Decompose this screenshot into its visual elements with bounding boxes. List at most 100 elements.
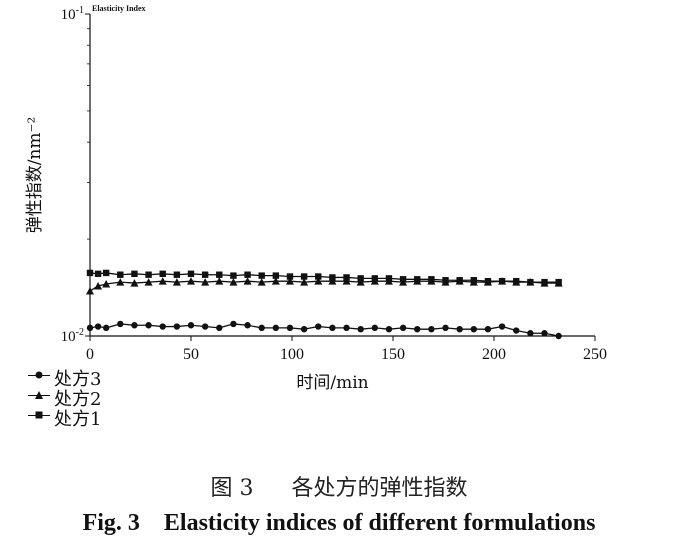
data-point [271,277,280,285]
y-axis-label: 弹性指数/nm⁻² [25,117,45,234]
legend-item-formulation-1: 处方1 [22,406,162,430]
data-point [328,277,337,285]
chart-title: Elasticity Index [92,4,146,13]
data-point [414,276,421,283]
data-point [201,271,209,278]
data-point [173,271,181,278]
data-point [385,325,393,333]
data-point [470,325,477,333]
data-point [230,272,237,279]
x-axis-label: 时间/min [296,373,368,393]
data-point [94,323,102,330]
data-point [244,322,251,329]
data-point [201,323,209,330]
legend-label: 处方2 [54,389,102,410]
data-point [145,271,152,278]
data-point [272,324,280,332]
data-point [555,332,562,340]
data-point [357,325,364,333]
x-tick-label: 100 [280,346,304,363]
data-point [285,277,294,285]
data-point [300,325,308,333]
figure-caption-en: Fig. 3 Elasticity indices of different f… [82,510,596,536]
data-point [187,277,195,285]
data-point [116,278,125,286]
data-point [145,322,152,329]
x-tick-label: 50 [183,346,199,363]
data-point [130,279,139,287]
data-point [230,320,237,328]
data-point [159,270,166,278]
data-point [159,323,166,330]
data-point [216,271,223,278]
data-point [357,275,364,282]
data-point [498,277,506,285]
data-point [215,277,224,285]
data-point [356,278,365,286]
data-point [527,278,534,286]
data-point [117,320,124,328]
data-point [314,277,323,285]
data-point [300,278,309,286]
data-point [456,325,463,333]
x-tick-label: 0 [86,346,94,363]
data-point [300,273,308,280]
data-point [442,277,449,284]
data-point [315,273,322,280]
caption-text-cn: 各处方的弹性指数 [291,476,468,501]
data-point [456,277,463,284]
data-point [243,277,252,285]
data-point [187,270,195,278]
legend: 处方3 处方2 处方1 [22,366,162,430]
data-point [329,274,336,281]
data-point [94,270,102,278]
y-tick-label: 10-2 [61,327,84,345]
data-point [555,278,562,286]
data-point [329,324,336,332]
data-point [258,272,265,279]
data-point [257,278,266,286]
data-point [399,276,407,283]
data-point [216,324,223,332]
data-point [414,325,421,333]
data-point [343,274,350,281]
data-point [541,278,548,286]
data-point [201,278,210,286]
chart: 0 50 100 150 200 250 10-1 10-2 Elasticity Index 时… [25,4,607,393]
data-point [513,277,520,285]
data-point [541,330,548,337]
data-point [343,324,350,332]
data-point [86,269,94,277]
data-point [131,322,138,329]
square-marker-icon [35,411,43,419]
data-point [385,275,393,282]
figure-caption-cn: 图 3 各处方的弹性指数 [0,470,678,502]
caption-figure-number: 图 3 [210,476,254,501]
data-point [286,324,294,332]
data-point [244,271,251,278]
legend-label: 处方3 [54,369,102,390]
data-point [102,324,110,332]
data-point [187,322,195,329]
data-point [484,277,492,285]
data-point [399,324,407,332]
data-point [144,278,153,286]
y-tick-label: 10-1 [61,5,84,23]
data-point [286,273,294,280]
data-point [428,325,435,333]
triangle-marker-icon [35,391,43,399]
data-point [172,278,181,286]
legend-item-formulation-3: 处方3 [22,366,162,390]
data-point [86,324,94,332]
data-point [527,330,534,337]
data-point [173,323,181,330]
data-point [442,324,449,332]
data-point [513,327,520,334]
data-point [371,275,379,282]
data-point [94,281,103,290]
data-point [86,286,94,295]
data-point [131,270,138,278]
data-point [272,272,280,279]
data-point [371,324,379,332]
legend-label: 处方1 [54,409,102,430]
